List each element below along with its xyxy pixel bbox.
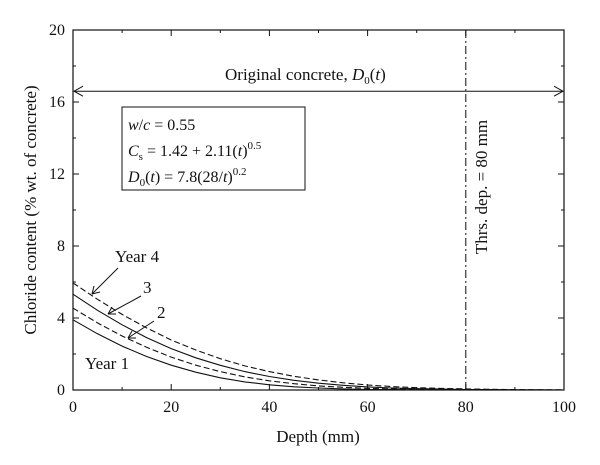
y-tick-label: 16 bbox=[49, 94, 65, 111]
arrow-head-right bbox=[553, 85, 565, 97]
y-tick-label: 0 bbox=[57, 382, 65, 399]
curve-series-4 bbox=[72, 282, 564, 391]
y-tick-label: 4 bbox=[57, 310, 65, 327]
y-axis-ticks: 0 4 8 12 16 20 bbox=[49, 22, 564, 399]
x-tick-label: 40 bbox=[261, 399, 277, 416]
param-wc: w/c = 0.55 bbox=[128, 117, 195, 134]
param-d0: D0(t) = 7.8(28/t)0.2 bbox=[127, 166, 247, 189]
curve-pointer-3 bbox=[107, 295, 142, 315]
parameter-box bbox=[121, 106, 306, 191]
x-tick-label: 60 bbox=[360, 399, 376, 416]
curve-pointer-3-head bbox=[107, 306, 116, 315]
curve-pointer-year4-head bbox=[91, 285, 101, 295]
x-tick-label: 100 bbox=[552, 399, 576, 416]
x-axis-ticks: 0 20 40 60 80 100 bbox=[69, 30, 576, 416]
curve-series-2 bbox=[72, 307, 564, 391]
chloride-curves bbox=[72, 282, 565, 391]
curve-label-year1: Year 1 bbox=[85, 354, 129, 373]
x-axis-title: Depth (mm) bbox=[276, 427, 360, 446]
curve-pointer-year4 bbox=[91, 267, 119, 295]
original-concrete-label: Original concrete, D0(t) bbox=[225, 65, 386, 87]
threshold-depth-label: Thrs. dep. = 80 mm bbox=[472, 120, 491, 254]
y-tick-label: 20 bbox=[49, 22, 65, 39]
curve-pointer-2 bbox=[127, 320, 155, 339]
y-tick-label: 12 bbox=[49, 166, 65, 183]
param-cs: Cs = 1.42 + 2.11(t)0.5 bbox=[128, 140, 262, 163]
x-tick-label: 20 bbox=[163, 399, 179, 416]
arrow-head-left bbox=[72, 85, 84, 97]
x-tick-label: 0 bbox=[69, 399, 77, 416]
curve-label-3: 3 bbox=[143, 278, 152, 297]
curve-pointer-2-head bbox=[127, 330, 136, 339]
y-axis-title: Chloride content (% wt. of concrete) bbox=[21, 85, 40, 334]
curve-label-year4: Year 4 bbox=[115, 247, 160, 266]
curve-label-2: 2 bbox=[157, 303, 166, 322]
y-tick-label: 8 bbox=[57, 238, 65, 255]
curve-series-3 bbox=[72, 293, 565, 391]
x-tick-label: 80 bbox=[458, 399, 474, 416]
